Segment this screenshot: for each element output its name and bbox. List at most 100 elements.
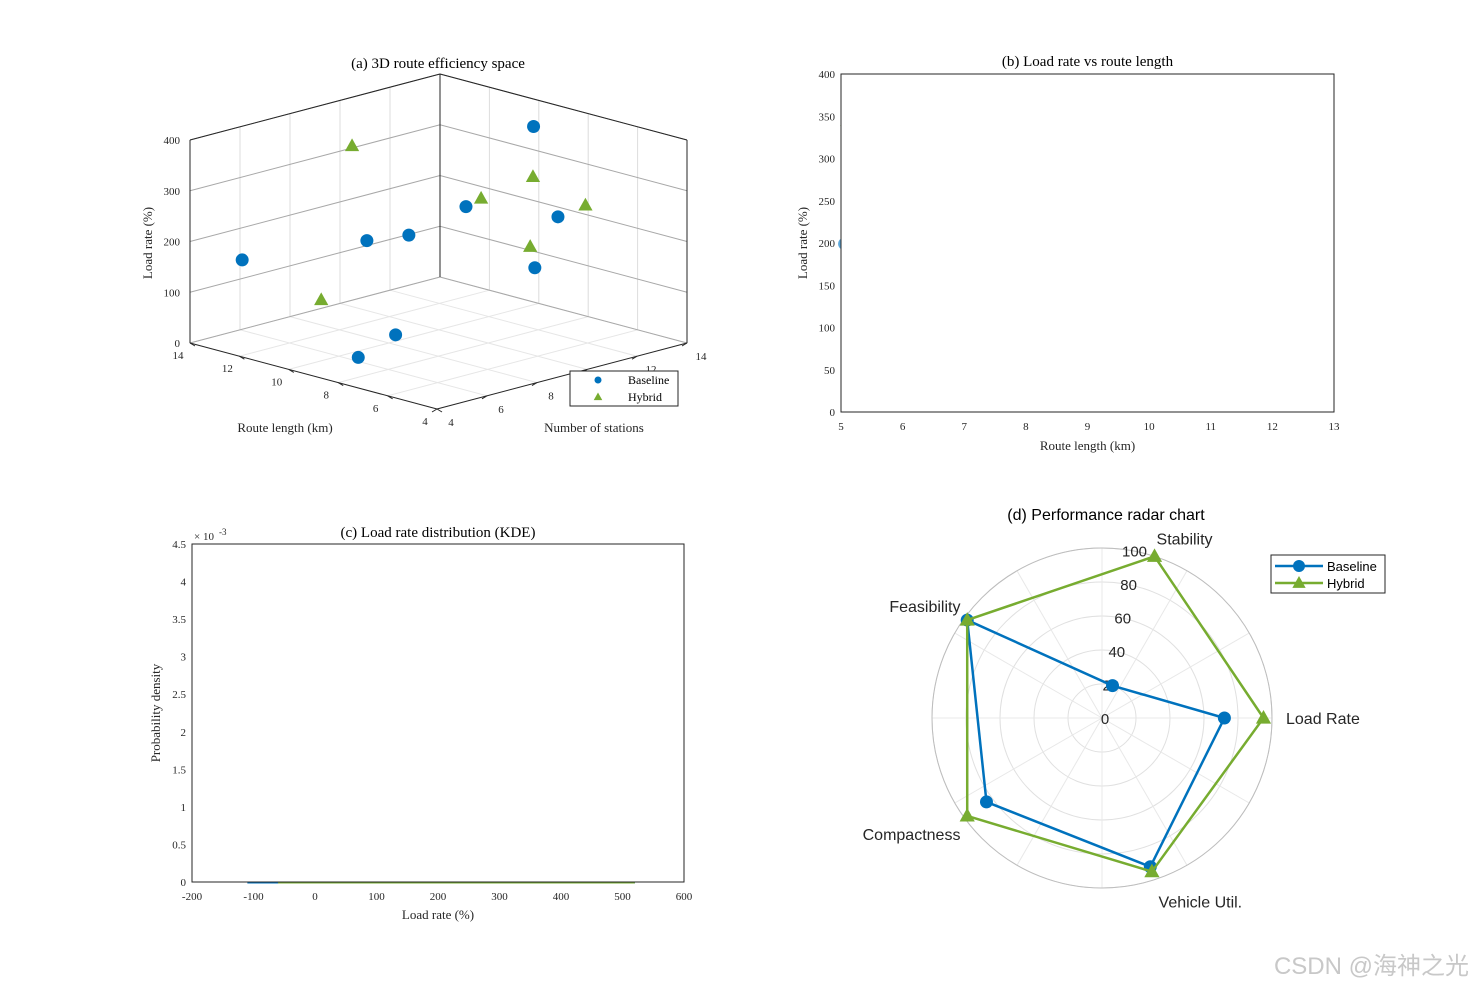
b-xtick-label: 5 [838, 421, 844, 433]
d-axis-label: Load Rate [1286, 711, 1360, 728]
d-legend-marker [1292, 576, 1306, 588]
b-xtick-label: 12 [1267, 421, 1278, 433]
d-rtick-label: 60 [1114, 611, 1131, 628]
d-point-baseline [1217, 711, 1231, 725]
a-wall-grid-z [189, 124, 688, 192]
b-ytick-label: 100 [819, 323, 836, 335]
a-floor-grid-y [239, 329, 488, 397]
csdn-watermark: CSDN @海神之光 [1273, 953, 1469, 980]
a-point-baseline [351, 350, 365, 364]
a-ytick-mark [631, 355, 638, 360]
a-zlabel: Load rate (%) [140, 207, 155, 279]
a-box-edge [436, 342, 688, 410]
c-ytick-label: 3.5 [172, 614, 186, 626]
d-spoke [954, 632, 1103, 719]
a-point-hybrid [523, 239, 538, 252]
c-exponent-label: × 10 [194, 531, 214, 543]
a-box-edge [189, 342, 438, 410]
a-box-edge [439, 73, 688, 141]
c-plot-area [191, 543, 685, 883]
b-xtick-label: 9 [1085, 421, 1091, 433]
a-point-baseline [360, 234, 374, 248]
a-ytick-mark [681, 342, 688, 347]
c-xtick-label: 200 [430, 891, 447, 903]
c-xtick-label: 100 [368, 891, 385, 903]
a-floor-grid-y [339, 302, 588, 370]
d-rtick-label: 0 [1101, 711, 1109, 728]
b-xlabel: Route length (km) [1040, 438, 1135, 453]
b-ytick-label: 350 [819, 111, 836, 123]
d-axis-label: Stability [1157, 531, 1213, 548]
b-xtick-label: 8 [1023, 421, 1029, 433]
a-floor-grid-x [239, 289, 490, 357]
c-xlabel: Load rate (%) [402, 907, 474, 922]
a-wall-grid-z [189, 73, 688, 141]
c-ytick-label: 1 [181, 802, 187, 814]
c-xtick-label: 0 [312, 891, 318, 903]
a-ytick-label: 8 [548, 391, 554, 403]
c-ytick-label: 1.5 [172, 764, 186, 776]
d-legend-box [1270, 554, 1386, 594]
a-ytick-mark [531, 382, 538, 387]
d-spoke [1101, 632, 1250, 719]
d-spoke [1101, 717, 1250, 804]
a-point-hybrid [525, 169, 541, 182]
a-ztick-label: 400 [164, 135, 181, 147]
a-ztick-label: 300 [164, 186, 181, 198]
a-xtick-mark [337, 382, 344, 387]
d-point-baseline [979, 795, 993, 809]
c-ytick-label: 0.5 [172, 839, 186, 851]
a-point-hybrid [344, 138, 360, 152]
b-ytick-label: 250 [819, 196, 836, 208]
a-ytick-mark [431, 408, 438, 413]
a-ytick-mark [481, 395, 488, 400]
a-point-baseline [551, 210, 565, 224]
a-legend-label: Hybrid [628, 390, 662, 404]
b-ylabel: Load rate (%) [795, 207, 810, 279]
c-xtick-label: -100 [243, 891, 264, 903]
a-xtick-label: 6 [373, 403, 379, 415]
a-xtick-mark [239, 355, 245, 360]
a-ytick-label: 4 [448, 417, 454, 429]
a-floor-grid-x [387, 329, 638, 397]
d-rtick-label: 100 [1122, 544, 1147, 561]
a-floor-grid-y [389, 289, 638, 357]
a-point-baseline [459, 200, 473, 214]
a-floor-grid-y [289, 316, 538, 384]
d-axis-label: Compactness [863, 827, 961, 844]
d-axis-label: Feasibility [889, 599, 960, 616]
a-point-hybrid [314, 292, 329, 306]
d-point-baseline [1106, 679, 1120, 693]
c-ytick-label: 2.5 [172, 689, 186, 701]
a-xtick-mark [288, 368, 295, 373]
c-exponent-power: -3 [219, 527, 227, 537]
b-ytick-label: 50 [824, 365, 836, 377]
a-ylabel: Number of stations [544, 420, 644, 435]
c-ytick-label: 4.5 [172, 539, 186, 551]
a-ztick-label: 200 [164, 237, 181, 249]
d-rtick-label: 40 [1108, 644, 1125, 661]
b-xtick-label: 10 [1144, 421, 1156, 433]
c-ytick-label: 3 [181, 652, 187, 664]
c-xtick-label: 300 [491, 891, 508, 903]
d-rtick-label: 80 [1120, 577, 1137, 594]
a-point-baseline [402, 228, 416, 242]
a-legend-box [569, 370, 679, 407]
a-point-hybrid [473, 190, 489, 204]
b-ytick-label: 400 [819, 69, 836, 81]
d-spoke [1101, 570, 1188, 719]
b-xtick-label: 7 [962, 421, 968, 433]
a-ytick-label: 14 [696, 351, 708, 363]
c-xtick-label: 600 [676, 891, 693, 903]
d-spoke [1016, 570, 1103, 719]
b-ytick-label: 0 [830, 407, 836, 419]
a-point-hybrid [578, 197, 593, 211]
d-legend-label: Baseline [1327, 559, 1377, 574]
d-point-hybrid [1144, 863, 1160, 878]
d-polygon-baseline [965, 618, 1227, 869]
d-legend-label: Hybrid [1327, 576, 1365, 591]
d-axis-label: Vehicle Util. [1159, 895, 1243, 912]
c-xtick-label: 500 [614, 891, 631, 903]
a-floor-grid-x [338, 316, 589, 384]
